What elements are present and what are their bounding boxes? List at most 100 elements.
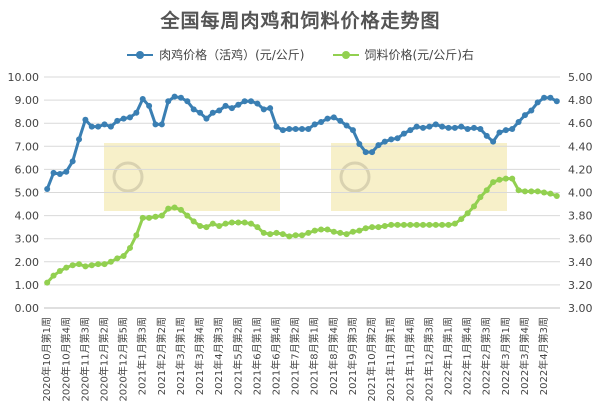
y-right-tick-label: 5.00 [568,71,593,84]
series-point-0 [260,106,267,113]
series-point-0 [197,109,204,116]
series-point-0 [528,107,535,114]
series-point-0 [165,98,172,105]
series-point-1 [50,272,57,279]
series-point-1 [165,205,172,212]
series-point-1 [152,213,159,220]
x-tick-label: 2020年10月第4周 [59,317,72,402]
series-point-0 [311,121,318,128]
y-left-tick-label: 3.00 [15,233,40,246]
series-point-1 [305,229,312,236]
series-point-1 [133,232,140,239]
series-point-1 [63,264,70,271]
series-point-0 [203,115,210,122]
series-point-1 [235,219,242,226]
x-tick-label: 2020年12月第2周 [98,317,111,402]
series-point-0 [171,93,178,100]
series-point-1 [69,262,76,269]
series-point-1 [260,229,267,236]
y-right-tick-label: 3.00 [568,302,593,315]
series-point-1 [56,268,63,275]
series-point-1 [400,221,407,228]
watermark-box-0 [104,143,280,211]
series-point-1 [120,253,127,260]
legend-item-feed: 饲料价格(元/公斤)右 [332,46,474,63]
series-point-1 [388,221,395,228]
series-point-0 [477,125,484,132]
series-point-1 [407,221,414,228]
x-tick-label: 2021年10月第2周 [365,317,378,402]
series-point-1 [541,189,548,196]
series-point-1 [330,228,337,235]
series-point-1 [228,219,235,226]
series-point-0 [388,136,395,143]
legend-label-broiler: 肉鸡价格（活鸡）(元/公斤) [159,48,305,62]
series-point-0 [82,116,89,123]
series-point-0 [69,158,76,165]
series-point-1 [547,190,554,197]
series-point-1 [184,212,191,219]
series-point-1 [528,188,535,195]
series-point-0 [458,123,465,130]
series-point-0 [95,123,102,130]
series-point-0 [490,138,497,145]
series-point-1 [76,261,83,268]
series-point-0 [356,140,363,147]
series-point-1 [311,227,318,234]
series-point-0 [279,127,286,134]
series-point-0 [139,95,146,102]
series-point-0 [114,117,121,124]
series-point-0 [471,124,477,131]
series-point-1 [458,216,465,223]
series-point-1 [509,175,516,182]
y-left-tick-label: 10.00 [8,71,40,84]
x-tick-label: 2021年11月第4周 [403,317,416,402]
series-point-0 [76,136,83,143]
series-point-0 [553,98,560,105]
x-tick-label: 2022年2月第3周 [480,317,493,395]
series-point-1 [203,224,210,231]
series-point-0 [158,121,165,128]
series-point-0 [515,119,522,126]
series-point-1 [515,187,522,194]
series-point-0 [496,129,503,136]
x-tick-label: 2021年7月第2周 [289,317,302,395]
series-point-0 [88,123,95,130]
series-point-1 [324,226,331,233]
series-point-1 [451,220,458,227]
series-point-0 [439,123,446,130]
series-point-1 [139,214,146,221]
series-point-1 [369,224,376,231]
series-point-0 [101,121,108,128]
series-point-0 [273,123,280,130]
series-point-0 [228,105,235,112]
x-tick-label: 2021年6月第4周 [270,317,283,395]
series-point-0 [209,109,216,116]
series-point-1 [349,228,356,235]
legend-swatch-feed [332,50,359,59]
series-point-0 [426,123,433,130]
x-tick-label: 2020年11月第3周 [78,317,91,402]
series-point-1 [286,233,293,240]
series-point-0 [133,109,140,116]
y-left-tick-label: 2.00 [15,256,40,269]
y-right-tick-label: 3.20 [568,279,593,292]
series-point-0 [375,142,382,149]
y-left-tick-label: 7.00 [15,140,40,153]
x-tick-label: 2021年9月第3周 [346,317,359,395]
series-point-1 [502,175,509,182]
y-right-tick-label: 4.40 [568,140,593,153]
series-point-0 [432,121,439,128]
series-point-0 [362,149,369,156]
x-tick-label: 2021年4月第3周 [212,317,225,395]
series-point-0 [152,121,159,128]
series-point-0 [330,114,337,121]
series-point-0 [369,149,376,156]
series-point-0 [107,123,114,130]
series-point-0 [50,169,57,176]
series-point-1 [299,232,305,239]
series-point-1 [375,224,382,231]
series-point-0 [299,125,305,132]
